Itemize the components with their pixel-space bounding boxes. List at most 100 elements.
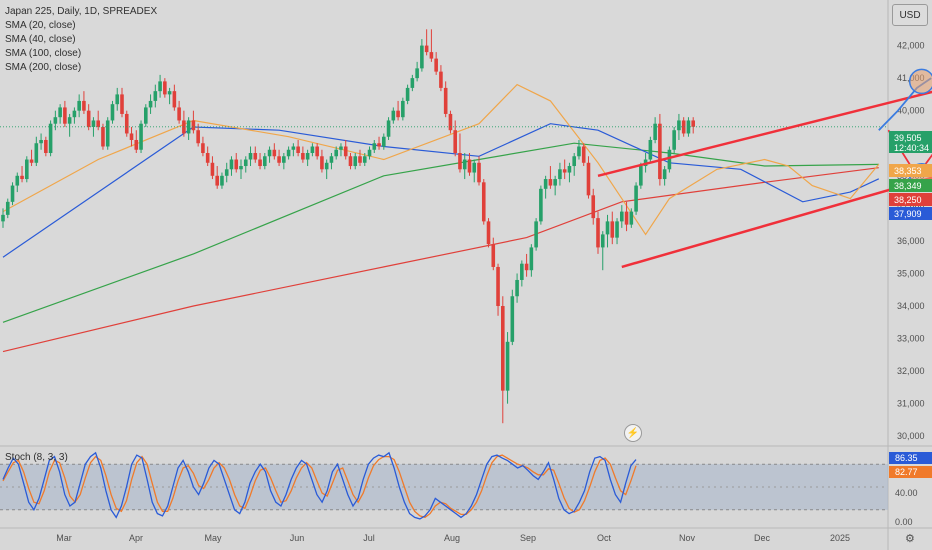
candle-body <box>5 201 10 215</box>
candle-body <box>15 175 20 186</box>
candle-body <box>10 185 15 202</box>
candle-body <box>372 143 377 150</box>
candle-body <box>639 166 643 186</box>
price-badge <box>889 179 932 192</box>
candle-body <box>196 130 200 144</box>
candle-body <box>634 185 638 212</box>
candle-body <box>681 120 686 134</box>
candle-body <box>101 126 105 147</box>
candle-body <box>115 94 120 105</box>
candle-body <box>148 100 153 108</box>
lightning-icon[interactable]: ⚡ <box>624 424 642 442</box>
x-tick-label: Mar <box>56 533 72 543</box>
symbol-title[interactable]: Japan 225, Daily, 1D, SPREADEX <box>5 6 158 17</box>
candles-group <box>1 29 695 424</box>
chart-legend: Japan 225, Daily, 1D, SPREADEX SMA (20, … <box>5 5 157 75</box>
candle-body <box>324 162 329 170</box>
candle-body <box>267 149 272 157</box>
candle-body <box>667 149 672 170</box>
y-tick-label: 30,000 <box>897 431 925 441</box>
candle-body <box>610 221 615 238</box>
candle-body <box>1 214 5 222</box>
y-tick-label: 32,000 <box>897 366 925 376</box>
candle-body <box>110 104 115 121</box>
stoch-d-badge <box>889 466 932 478</box>
candle-body <box>477 162 481 183</box>
stoch-d-value: 82.77 <box>895 467 918 477</box>
candle-body <box>144 107 148 124</box>
candle-body <box>462 159 467 170</box>
price-badge-label: 37,909 <box>894 209 922 219</box>
y-tick-label: 40,000 <box>897 106 925 116</box>
candle-body <box>191 120 196 131</box>
candle-body <box>291 146 296 150</box>
candle-body <box>415 68 419 79</box>
candle-body <box>467 159 472 173</box>
currency-button[interactable]: USD <box>892 4 928 26</box>
price-badge <box>889 131 932 153</box>
legend-sma40[interactable]: SMA (40, close) <box>5 34 76 45</box>
candle-body <box>453 130 457 154</box>
candle-body <box>686 120 691 134</box>
y-tick-label: 34,000 <box>897 301 925 311</box>
candle-body <box>543 179 548 189</box>
stoch-indicator-label[interactable]: Stoch (8, 3, 3) <box>5 452 68 463</box>
candle-body <box>334 149 338 157</box>
candle-body <box>58 107 62 118</box>
stoch-k-value: 86.35 <box>895 453 918 463</box>
candle-body <box>491 244 496 267</box>
candle-body <box>677 120 681 131</box>
candle-body <box>520 263 524 280</box>
main-pane-bg <box>0 0 888 446</box>
candle-body <box>629 211 634 225</box>
candle-body <box>391 110 396 121</box>
candle-body <box>310 146 315 154</box>
x-tick-label: Aug <box>444 533 460 543</box>
candle-body <box>367 149 372 157</box>
candle-body <box>205 153 210 163</box>
x-tick-label: Jul <box>363 533 375 543</box>
stoch-d-line <box>2 454 637 519</box>
candle-body <box>248 153 253 160</box>
legend-sma100[interactable]: SMA (100, close) <box>5 48 82 59</box>
candle-body <box>63 107 67 124</box>
candle-body <box>82 100 86 111</box>
candle-body <box>472 162 477 173</box>
legend-sma200[interactable]: SMA (200, close) <box>5 62 82 73</box>
target-circle <box>908 68 932 95</box>
y-tick-label: 42,000 <box>897 41 925 51</box>
candle-body <box>358 156 362 163</box>
candle-body <box>572 156 576 167</box>
x-tick-label: Apr <box>129 533 143 543</box>
stoch-k-line <box>2 451 637 520</box>
candle-body <box>48 123 53 154</box>
sma100-line <box>2 142 879 323</box>
candle-body <box>672 130 676 150</box>
candle-body <box>167 91 172 95</box>
gear-icon[interactable]: ⚙ <box>905 533 915 545</box>
candle-body <box>396 110 400 118</box>
candle-body <box>448 113 453 131</box>
candle-body <box>496 266 500 307</box>
stoch-k-badge <box>889 452 932 464</box>
candle-body <box>67 117 72 124</box>
price-badge-label: 38,353 <box>894 166 922 176</box>
candle-body <box>586 162 591 196</box>
candle-body <box>410 78 415 88</box>
candle-body <box>339 146 343 150</box>
candle-body <box>153 91 158 101</box>
candle-body <box>620 211 624 222</box>
candle-body <box>434 58 438 72</box>
candle-body <box>201 143 205 154</box>
candle-body <box>253 153 258 160</box>
candle-body <box>524 263 529 271</box>
x-tick-label: Dec <box>754 533 771 543</box>
candle-body <box>272 149 277 157</box>
candle-body <box>120 94 124 114</box>
candle-body <box>282 156 286 163</box>
price-badge-label: 38,349 <box>894 181 922 191</box>
y-tick-label: 36,000 <box>897 236 925 246</box>
legend-sma20[interactable]: SMA (20, close) <box>5 20 76 31</box>
candle-body <box>158 81 162 92</box>
